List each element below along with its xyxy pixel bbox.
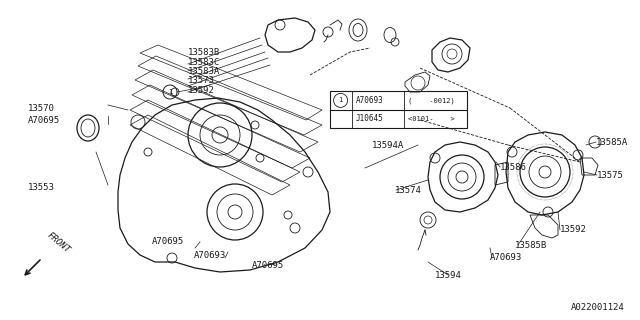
Text: 1: 1 [339,97,343,103]
Text: 13585B: 13585B [515,241,547,250]
Text: 13583B: 13583B [188,47,220,57]
Bar [330,91,467,128]
Text: 13553: 13553 [28,182,55,191]
Text: 1: 1 [168,89,172,95]
Text: FRONT: FRONT [45,231,72,255]
Text: 13574: 13574 [395,186,422,195]
Text: 13583A: 13583A [188,67,220,76]
Text: 13586: 13586 [500,163,527,172]
Text: A70695: A70695 [252,261,284,270]
Text: A022001124: A022001124 [572,303,625,312]
Text: (    -0012): ( -0012) [408,97,454,104]
Text: A70693: A70693 [356,96,383,105]
Text: 13592: 13592 [560,226,587,235]
Text: A70695: A70695 [152,237,184,246]
Text: 13594: 13594 [435,270,462,279]
Text: 13585A: 13585A [596,138,628,147]
Text: 13583C: 13583C [188,58,220,67]
Text: 13570: 13570 [28,103,55,113]
Text: A70695: A70695 [28,116,60,124]
Text: 13592: 13592 [188,85,215,94]
Text: J10645: J10645 [356,114,383,123]
Text: A70693: A70693 [490,253,522,262]
Text: <0101-    >: <0101- > [408,116,454,122]
Text: 13594A: 13594A [372,140,404,149]
Text: 13575: 13575 [597,171,624,180]
Text: A70693: A70693 [194,251,227,260]
Text: 13573: 13573 [188,76,215,84]
